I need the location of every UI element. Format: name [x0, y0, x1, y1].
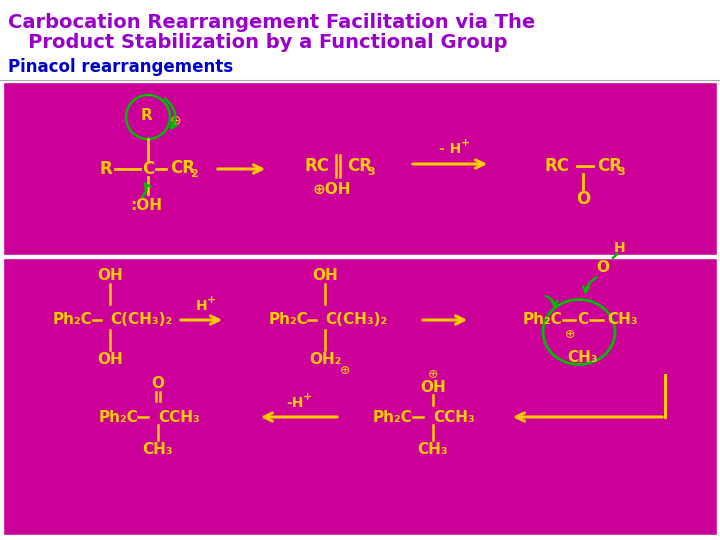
Text: RC: RC	[544, 157, 570, 175]
Text: ⊕: ⊕	[564, 328, 575, 341]
Bar	[3, 258, 717, 535]
Text: R: R	[140, 107, 152, 123]
Text: OH: OH	[97, 353, 123, 368]
Text: Pinacol rearrangements: Pinacol rearrangements	[8, 58, 233, 76]
Text: O: O	[596, 260, 610, 275]
Text: CH₃: CH₃	[418, 442, 449, 457]
Text: +: +	[303, 392, 312, 402]
Text: -H: -H	[287, 396, 304, 410]
Text: OH: OH	[97, 267, 123, 282]
Text: O: O	[151, 375, 164, 390]
Text: C: C	[577, 313, 588, 327]
Text: C(CH₃)₂: C(CH₃)₂	[110, 313, 172, 327]
Text: CH₃: CH₃	[143, 442, 174, 457]
Text: CH₃: CH₃	[567, 350, 598, 366]
Text: 2: 2	[190, 169, 198, 179]
Text: 3: 3	[617, 167, 625, 177]
Text: +: +	[207, 295, 217, 305]
Text: CR: CR	[347, 157, 372, 175]
Text: ⊕: ⊕	[340, 363, 350, 376]
Text: OH: OH	[312, 267, 338, 282]
Text: CCH₃: CCH₃	[433, 409, 474, 424]
Text: ⊕: ⊕	[170, 114, 182, 128]
Text: Ph₂C: Ph₂C	[523, 313, 563, 327]
Bar	[3, 82, 717, 255]
Text: Carbocation Rearrangement Facilitation via The: Carbocation Rearrangement Facilitation v…	[8, 12, 535, 31]
Text: CR: CR	[170, 159, 195, 177]
Text: ⊕OH: ⊕OH	[312, 181, 351, 197]
Text: :OH: :OH	[130, 198, 162, 213]
Text: O: O	[576, 190, 590, 208]
Text: CCH₃: CCH₃	[158, 409, 199, 424]
Text: Ph₂C: Ph₂C	[98, 409, 138, 424]
Text: OH₂: OH₂	[309, 353, 341, 368]
Text: 3: 3	[367, 167, 374, 177]
Text: ⊕: ⊕	[428, 368, 438, 381]
Text: +: +	[462, 138, 471, 148]
Text: H: H	[614, 241, 626, 255]
Text: Ph₂C: Ph₂C	[373, 409, 413, 424]
Text: R: R	[99, 160, 112, 178]
Text: Ph₂C: Ph₂C	[53, 313, 93, 327]
Text: C: C	[142, 160, 154, 178]
Text: Ph₂C: Ph₂C	[268, 313, 308, 327]
Text: RC: RC	[305, 157, 330, 175]
Text: OH: OH	[420, 380, 446, 395]
Text: CR: CR	[597, 157, 622, 175]
Text: CH₃: CH₃	[607, 313, 638, 327]
Text: - H: - H	[439, 142, 461, 156]
Text: H: H	[196, 299, 208, 313]
Text: Product Stabilization by a Functional Group: Product Stabilization by a Functional Gr…	[8, 33, 508, 52]
Text: C(CH₃)₂: C(CH₃)₂	[325, 313, 387, 327]
